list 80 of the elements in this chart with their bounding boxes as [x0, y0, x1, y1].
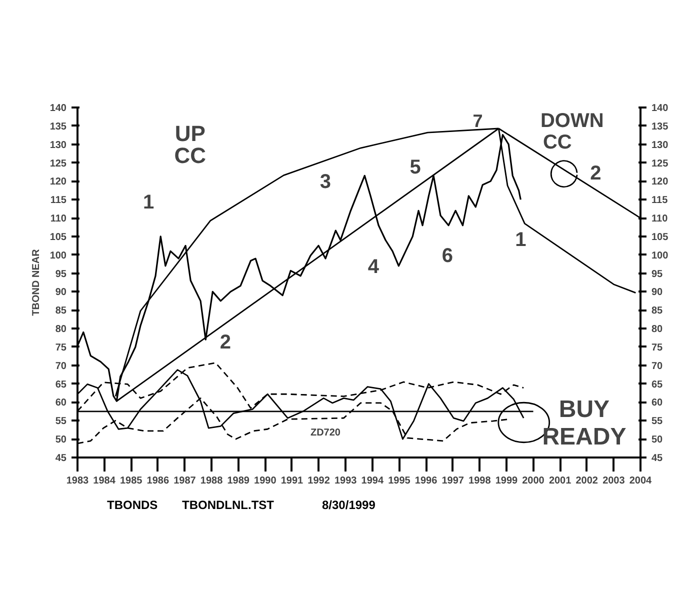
y2-tick-label: 110 — [652, 214, 668, 225]
y2-tick-label: 75 — [652, 342, 664, 354]
x-tick-label: 1996 — [414, 476, 438, 486]
y2-tick-label: 130 — [652, 140, 669, 151]
x-tick-label: 1983 — [66, 476, 90, 486]
y2-tick-label: 45 — [652, 453, 664, 464]
annotation: BUY — [558, 396, 610, 424]
x-tick-label: 1997 — [442, 476, 464, 486]
y-tick-label: 55 — [55, 416, 67, 428]
y-tick-label: 125 — [50, 158, 67, 170]
y2-tick-label: 105 — [652, 232, 669, 243]
x-tick-label: 1988 — [200, 476, 224, 486]
y-tick-label: 50 — [55, 434, 67, 446]
y-tick-label: 90 — [55, 287, 67, 298]
y2-tick-label: 60 — [652, 398, 664, 409]
y-tick-label: 135 — [50, 121, 67, 132]
annotation: 3 — [320, 171, 332, 194]
y-tick-label: 45 — [55, 453, 67, 464]
y-tick-label: 80 — [55, 324, 67, 336]
annotation: CC — [542, 132, 572, 154]
x-tick-label: 1993 — [334, 476, 358, 486]
annotation: ZD720 — [310, 428, 341, 439]
x-tick-label: 2002 — [576, 476, 598, 486]
y2-tick-label: 100 — [652, 250, 669, 262]
x-tick-label: 1995 — [388, 476, 411, 486]
annotation: 1 — [515, 229, 526, 252]
annotation: 7 — [472, 110, 483, 131]
annotation: 4 — [368, 256, 380, 278]
annotation: 2 — [590, 162, 602, 185]
y-tick-label: 130 — [50, 140, 67, 151]
y-tick-label: 105 — [50, 232, 67, 243]
annotation: 2 — [220, 331, 232, 354]
y2-tick-label: 65 — [652, 379, 664, 390]
text: TBONDLNL.TST — [182, 497, 274, 514]
y2-tick-label: 85 — [652, 306, 664, 317]
x-tick-label: 2003 — [602, 476, 626, 486]
x-tick-label: 1991 — [280, 476, 304, 486]
annotation: 6 — [442, 244, 454, 267]
y2-tick-label: 90 — [652, 287, 664, 298]
annotation: READY — [542, 424, 626, 451]
y2-tick-label: 120 — [652, 176, 669, 188]
y-tick-label: 110 — [50, 214, 67, 225]
x-tick-label: 1999 — [495, 476, 518, 486]
x-tick-label: 1990 — [254, 476, 277, 486]
text: 8/30/1999 — [322, 497, 376, 514]
x-tick-label: 1994 — [361, 476, 384, 486]
annotation: 1 — [142, 191, 154, 214]
y2-tick-label: 50 — [652, 434, 664, 446]
y-tick-label: 70 — [55, 360, 67, 372]
y2-tick-label: 140 — [652, 103, 669, 114]
y-tick-label: 65 — [55, 379, 67, 390]
annotation: DOWN — [540, 110, 604, 132]
y2-tick-label: 80 — [652, 324, 664, 336]
x-tick-label: 1992 — [308, 476, 330, 486]
y2-tick-label: 135 — [652, 121, 669, 132]
y2-tick-label: 125 — [652, 158, 669, 170]
x-tick-label: 2004 — [629, 476, 652, 486]
y-tick-label: 100 — [50, 250, 67, 262]
x-tick-label: 1986 — [146, 476, 170, 486]
y-tick-label: 85 — [55, 306, 67, 317]
y-tick-label: 140 — [50, 103, 67, 114]
x-tick-label: 2001 — [548, 476, 572, 486]
x-tick-label: 1998 — [468, 476, 492, 486]
x-tick-label: 1987 — [174, 476, 196, 486]
text: TBONDS — [107, 497, 158, 514]
x-tick-label: 1985 — [120, 476, 143, 486]
annotation: 5 — [410, 156, 421, 178]
y-tick-label: 115 — [50, 195, 67, 206]
x-tick-label: 2000 — [522, 476, 545, 486]
y-tick-label: 95 — [55, 268, 67, 280]
y2-tick-label: 95 — [652, 268, 664, 280]
y-tick-label: 60 — [55, 398, 67, 409]
x-tick-label: 1989 — [227, 476, 250, 486]
y2-tick-label: 70 — [652, 360, 664, 372]
y-tick-label: 120 — [50, 176, 67, 188]
y-tick-label: 75 — [55, 342, 67, 354]
y2-tick-label: 55 — [652, 416, 664, 428]
y2-tick-label: 115 — [652, 195, 668, 206]
x-tick-label: 1984 — [93, 476, 116, 486]
y-axis-title: TBOND NEAR — [30, 248, 42, 316]
